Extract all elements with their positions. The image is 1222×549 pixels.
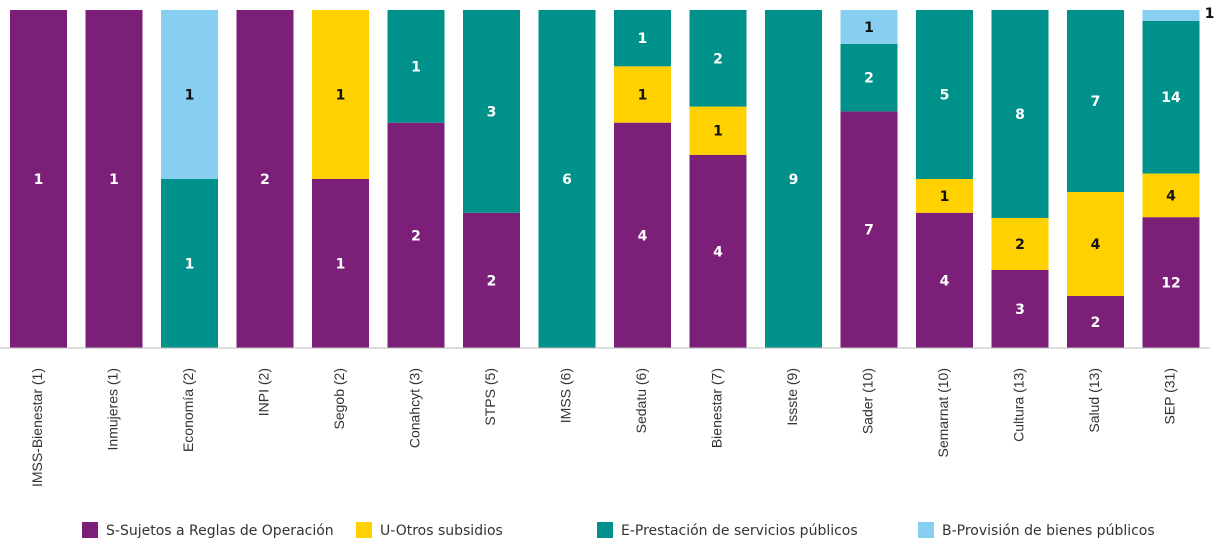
bar-segment — [991, 270, 1049, 348]
bar-segment — [312, 179, 369, 348]
data-label: 1 — [1205, 6, 1215, 22]
data-label: 8 — [1015, 107, 1025, 123]
data-label: 1 — [336, 257, 346, 273]
data-label: 1 — [109, 172, 119, 188]
x-tick-label: Conahcyt (3) — [407, 368, 423, 448]
bar-segment — [614, 122, 671, 349]
data-label: 9 — [789, 172, 799, 188]
bar-segment — [840, 111, 898, 349]
x-tick-label: STPS (5) — [482, 368, 498, 426]
data-label: 2 — [1091, 315, 1101, 331]
bar-segment — [387, 10, 445, 123]
x-tick-label: Issste (9) — [784, 368, 800, 426]
bar-segment — [991, 218, 1049, 270]
bar-segment — [1067, 192, 1124, 296]
data-label: 2 — [411, 228, 421, 244]
bar-segment — [10, 10, 67, 348]
x-tick-label: Inmujeres (1) — [105, 368, 121, 450]
legend-label: U-Otros subsidios — [380, 523, 503, 539]
data-label: 3 — [1015, 302, 1025, 318]
x-tick-label: Cultura (13) — [1011, 368, 1027, 442]
bar-segment — [614, 10, 671, 67]
legend-label: S-Sujetos a Reglas de Operación — [106, 523, 334, 539]
bar-segment — [463, 10, 520, 213]
x-tick-label: IMSS (6) — [558, 368, 574, 423]
data-label: 1 — [411, 59, 421, 75]
data-label: 2 — [713, 51, 723, 67]
data-label: 1 — [713, 124, 723, 140]
x-tick-label: Bienestar (7) — [709, 368, 725, 448]
data-label: 4 — [1091, 237, 1101, 253]
bar-segment — [1067, 296, 1124, 348]
data-label: 2 — [487, 273, 497, 289]
data-label: 12 — [1161, 276, 1180, 292]
bar-segment — [85, 10, 143, 348]
bar-segment — [463, 212, 520, 348]
x-tick-label: SEP (31) — [1162, 368, 1178, 425]
bar-segment — [840, 10, 898, 44]
bar-segment — [161, 10, 218, 179]
x-tick-label: INPI (2) — [256, 368, 272, 416]
data-label: 2 — [260, 172, 270, 188]
legend-label: E-Prestación de servicios públicos — [621, 523, 858, 539]
bar-segment — [387, 122, 445, 349]
data-label: 1 — [940, 189, 950, 205]
legend-swatch — [82, 522, 98, 538]
x-tick-label: Segob (2) — [331, 368, 347, 429]
bar-segment — [538, 10, 596, 348]
bar-segment — [161, 179, 218, 348]
data-label: 3 — [487, 104, 497, 120]
bar-segment — [916, 179, 973, 213]
bar-segment — [991, 10, 1049, 218]
bar-segment — [840, 43, 898, 112]
bar-segment — [689, 106, 747, 155]
bar-segment — [1142, 20, 1200, 174]
data-label: 5 — [940, 88, 950, 104]
bar-segment — [236, 10, 294, 348]
data-label: 1 — [336, 88, 346, 104]
x-tick-label: Semarnat (10) — [935, 368, 951, 457]
data-label: 4 — [940, 273, 950, 289]
data-label: 14 — [1161, 90, 1181, 106]
bar-segment — [614, 66, 671, 123]
data-label: 6 — [562, 172, 572, 188]
data-label: 2 — [1015, 237, 1025, 253]
data-label: 7 — [1091, 94, 1101, 110]
data-label: 4 — [713, 244, 723, 260]
bar-segment — [312, 10, 369, 179]
bar-segment — [916, 10, 973, 179]
legend-swatch — [918, 522, 934, 538]
data-label: 1 — [34, 172, 44, 188]
data-label: 2 — [864, 71, 874, 87]
x-tick-label: Sedatu (6) — [633, 368, 649, 433]
data-label: 1 — [638, 31, 648, 47]
x-tick-label: IMSS-Bienestar (1) — [29, 368, 45, 487]
x-tick-label: Salud (13) — [1086, 368, 1102, 433]
data-label: 4 — [638, 228, 648, 244]
data-label: 1 — [638, 88, 648, 104]
bar-segment — [1142, 10, 1200, 21]
legend-swatch — [356, 522, 372, 538]
bar-segment — [689, 10, 747, 107]
bar-segment — [765, 10, 822, 348]
x-tick-label: Sader (10) — [860, 368, 876, 434]
bar-segment — [689, 154, 747, 348]
data-label: 1 — [185, 257, 195, 273]
data-label: 7 — [864, 223, 874, 239]
bar-segment — [1142, 173, 1200, 218]
data-label: 1 — [185, 88, 195, 104]
bar-segment — [1067, 10, 1124, 192]
bar-segment — [916, 212, 973, 348]
bar-segment — [1142, 217, 1200, 348]
legend-swatch — [597, 522, 613, 538]
data-label: 4 — [1166, 188, 1176, 204]
x-tick-label: Economía (2) — [180, 368, 196, 452]
data-label: 1 — [864, 20, 874, 36]
legend-label: B-Provisión de bienes públicos — [942, 523, 1155, 539]
